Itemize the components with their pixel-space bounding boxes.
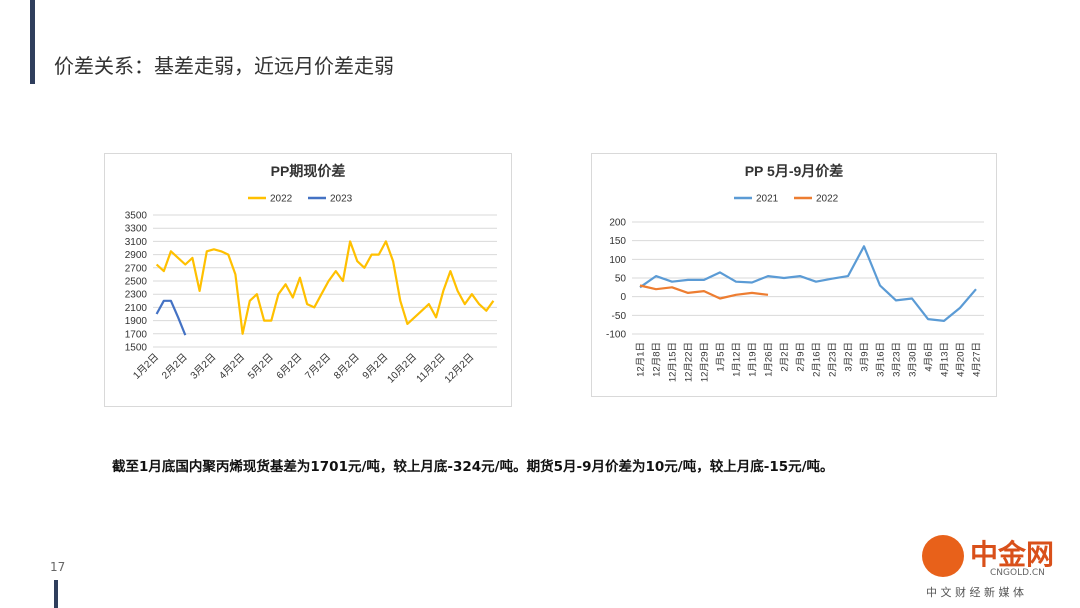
x-tick-label: 12月8日 [651, 342, 662, 377]
x-tick-label: 4月20日 [955, 342, 966, 377]
series-line [639, 245, 977, 322]
chart: PP期现价差 1500 1700 1900 2100 2300 2500 2700 2900 31… [104, 153, 512, 407]
x-tick-label: 12月2日 [442, 351, 476, 385]
watermark-slogan: 中 文 财 经 新 媒 体 [926, 586, 1024, 599]
y-tick-label: 3100 [125, 237, 148, 248]
x-tick-label: 2月23日 [827, 342, 838, 377]
x-tick-label: 12月1日 [635, 342, 646, 377]
watermark-site: CNGOLD.CN [990, 568, 1045, 578]
caption: 截至1月底国内聚丙烯现货基差为1701元/吨，较上月底-324元/吨。期货5月-… [112, 459, 834, 475]
y-tick-label: 3300 [125, 224, 148, 235]
slide-title: 价差关系：基差走弱，近远月价差走弱 [54, 54, 394, 78]
accent-bar [54, 580, 58, 608]
y-tick-label: 2100 [125, 303, 148, 314]
x-tick-label: 1月5日 [715, 342, 726, 372]
y-tick-label: 1700 [125, 329, 148, 340]
x-tick-label: 7月2日 [303, 351, 333, 381]
page-number: 17 [50, 560, 66, 574]
x-tick-label: 2月16日 [811, 342, 822, 377]
y-tick-label: 1500 [125, 343, 148, 354]
x-tick-label: 4月27日 [971, 342, 982, 377]
y-tick-label: 2700 [125, 263, 148, 274]
y-tick-label: 150 [609, 236, 626, 247]
chart: PP 5月-9月价差 -100 -50 0 50 100 150 200 12月1日 12月8日 1… [591, 153, 997, 397]
x-tick-label: 3月9日 [859, 342, 870, 372]
x-tick-label: 3月2日 [843, 342, 854, 372]
x-tick-label: 1月26日 [763, 342, 774, 377]
x-tick-label: 1月19日 [747, 342, 758, 377]
x-tick-label: 11月2日 [414, 351, 448, 385]
x-tick-label: 2月2日 [779, 342, 790, 372]
x-tick-label: 10月2日 [385, 351, 419, 385]
x-tick-label: 12月29日 [699, 342, 710, 382]
y-tick-label: 3500 [125, 211, 148, 222]
x-tick-label: 1月2日 [131, 351, 161, 381]
y-tick-label: 0 [620, 292, 626, 303]
series-line [639, 284, 769, 300]
x-tick-label: 3月16日 [875, 342, 886, 377]
x-tick-label: 6月2日 [274, 351, 304, 381]
x-tick-label: 2月9日 [795, 342, 806, 372]
legend-label: 2022 [270, 194, 293, 205]
x-tick-label: 8月2日 [331, 351, 361, 381]
x-tick-label: 3月23日 [891, 342, 902, 377]
logo-icon [922, 535, 964, 577]
x-tick-label: 4月6日 [923, 342, 934, 372]
watermark-brand: 中金网 [970, 538, 1055, 571]
x-tick-label: 4月2日 [217, 351, 247, 381]
chart-title: PP 5月-9月价差 [745, 163, 844, 179]
legend-label: 2023 [330, 194, 353, 205]
x-tick-label: 3月2日 [188, 351, 218, 381]
y-tick-label: 2500 [125, 277, 148, 288]
y-tick-label: -50 [612, 311, 627, 322]
accent-bar [30, 0, 35, 84]
x-tick-label: 3月30日 [907, 342, 918, 377]
x-tick-label: 2月2日 [159, 351, 189, 381]
y-tick-label: -100 [606, 330, 626, 341]
series-line [155, 240, 495, 335]
x-tick-label: 4月13日 [939, 342, 950, 377]
y-tick-label: 100 [609, 255, 626, 266]
x-tick-label: 5月2日 [245, 351, 275, 381]
y-tick-label: 200 [609, 218, 626, 229]
x-tick-label: 12月15日 [667, 342, 678, 382]
chart-title: PP期现价差 [271, 163, 346, 179]
y-tick-label: 2900 [125, 250, 148, 261]
series-line [155, 299, 187, 336]
y-tick-label: 1900 [125, 316, 148, 327]
legend-label: 2022 [816, 194, 839, 205]
legend-label: 2021 [756, 194, 779, 205]
y-tick-label: 2300 [125, 290, 148, 301]
x-tick-label: 1月12日 [731, 342, 742, 377]
y-tick-label: 50 [615, 274, 627, 285]
x-tick-label: 12月22日 [683, 342, 694, 382]
